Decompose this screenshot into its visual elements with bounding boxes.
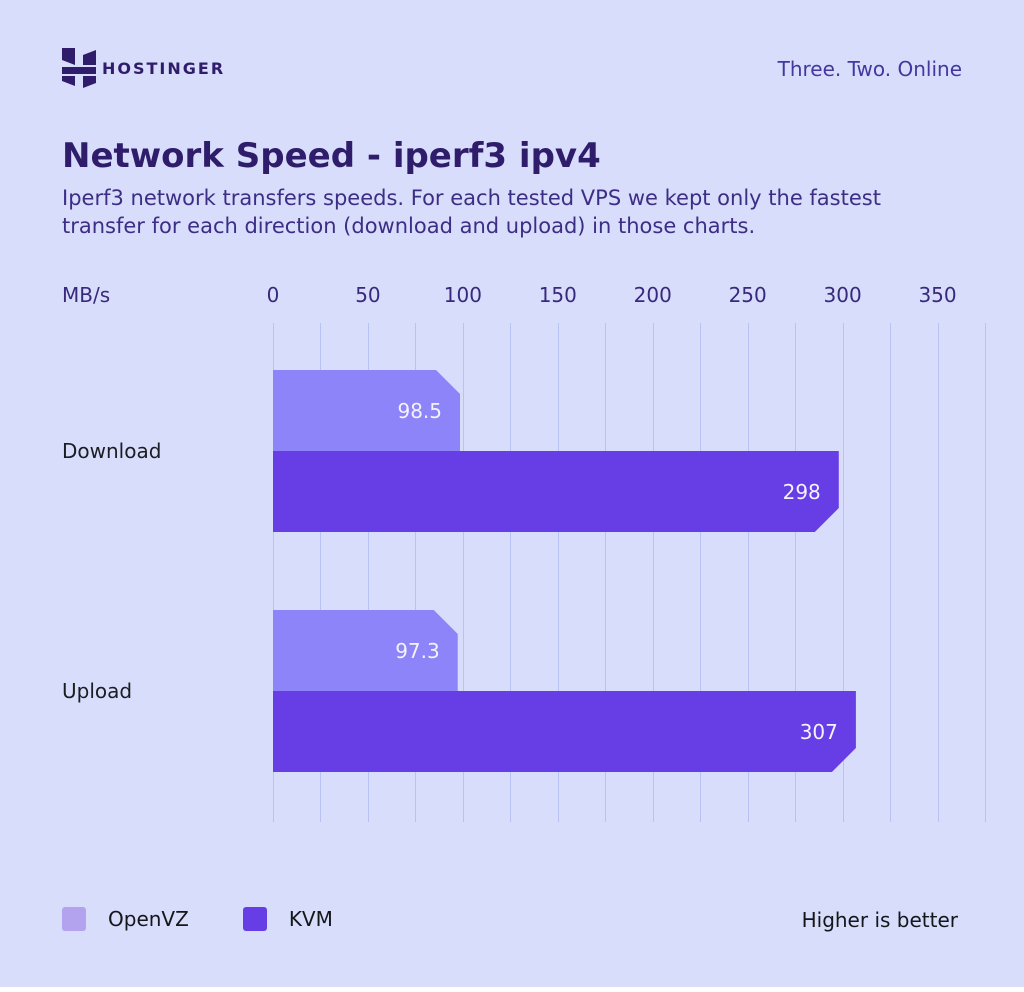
category-label-download: Download <box>62 439 162 463</box>
legend-label-kvm: KVM <box>288 907 333 931</box>
bar-value-label: 307 <box>799 719 838 744</box>
gridline <box>842 323 844 822</box>
page-title: Network Speed - iperf3 ipv4 <box>62 136 601 176</box>
brand-tagline: Three. Two. Online <box>777 57 962 81</box>
gridline <box>367 323 369 822</box>
subtitle-line-1: Iperf3 network transfers speeds. For eac… <box>62 186 881 210</box>
x-tick-label: 350 <box>918 283 957 307</box>
bar-value-label: 298 <box>782 479 821 504</box>
bar-value-label: 98.5 <box>397 398 443 423</box>
bar-upload-kvm: 307 <box>273 691 856 772</box>
bottom-strip <box>0 987 1024 992</box>
bar-download-kvm: 298 <box>273 451 839 532</box>
x-tick-label: 50 <box>355 283 381 307</box>
gridline <box>652 323 654 822</box>
gridline <box>795 323 797 822</box>
subtitle-line-2: transfer for each direction (download an… <box>62 214 756 238</box>
x-tick-label: 250 <box>728 283 767 307</box>
x-tick-label: 0 <box>266 283 280 307</box>
x-tick-label: 150 <box>538 283 577 307</box>
bar-upload-openvz: 97.3 <box>273 610 458 691</box>
gridline <box>320 323 322 822</box>
gridline <box>985 323 986 822</box>
bar-chart-plot: 98.5 298 97.3 307 <box>273 323 986 822</box>
x-axis-ticks: 0 50 100 150 200 250 300 350 <box>267 283 985 307</box>
axis-unit-label: MB/s <box>62 283 111 307</box>
chart-legend: OpenVZ KVM <box>62 906 387 932</box>
hostinger-logo-icon <box>62 48 96 88</box>
legend-swatch-kvm <box>242 907 267 931</box>
category-label-upload: Upload <box>62 679 133 703</box>
legend-item-kvm: KVM <box>242 907 333 931</box>
page-subtitle: Iperf3 network transfers speeds. For eac… <box>62 184 881 240</box>
gridline <box>273 323 274 822</box>
gridline <box>700 323 702 822</box>
legend-label-openvz: OpenVZ <box>108 907 189 931</box>
gridline <box>557 323 559 822</box>
gridline <box>462 323 464 822</box>
x-tick-label: 100 <box>443 283 482 307</box>
x-tick-label: 200 <box>633 283 672 307</box>
gridline <box>510 323 512 822</box>
gridline <box>605 323 607 822</box>
x-tick-label: 300 <box>823 283 862 307</box>
legend-swatch-openvz <box>62 907 86 931</box>
gridline <box>747 323 749 822</box>
legend-item-openvz: OpenVZ <box>62 907 189 931</box>
gridline <box>937 323 939 822</box>
gridline <box>415 323 417 822</box>
higher-is-better-note: Higher is better <box>801 908 958 932</box>
brand-name: HOSTINGER <box>102 59 226 78</box>
bar-download-openvz: 98.5 <box>273 370 460 451</box>
gridline <box>890 323 892 822</box>
bar-value-label: 97.3 <box>395 638 440 663</box>
